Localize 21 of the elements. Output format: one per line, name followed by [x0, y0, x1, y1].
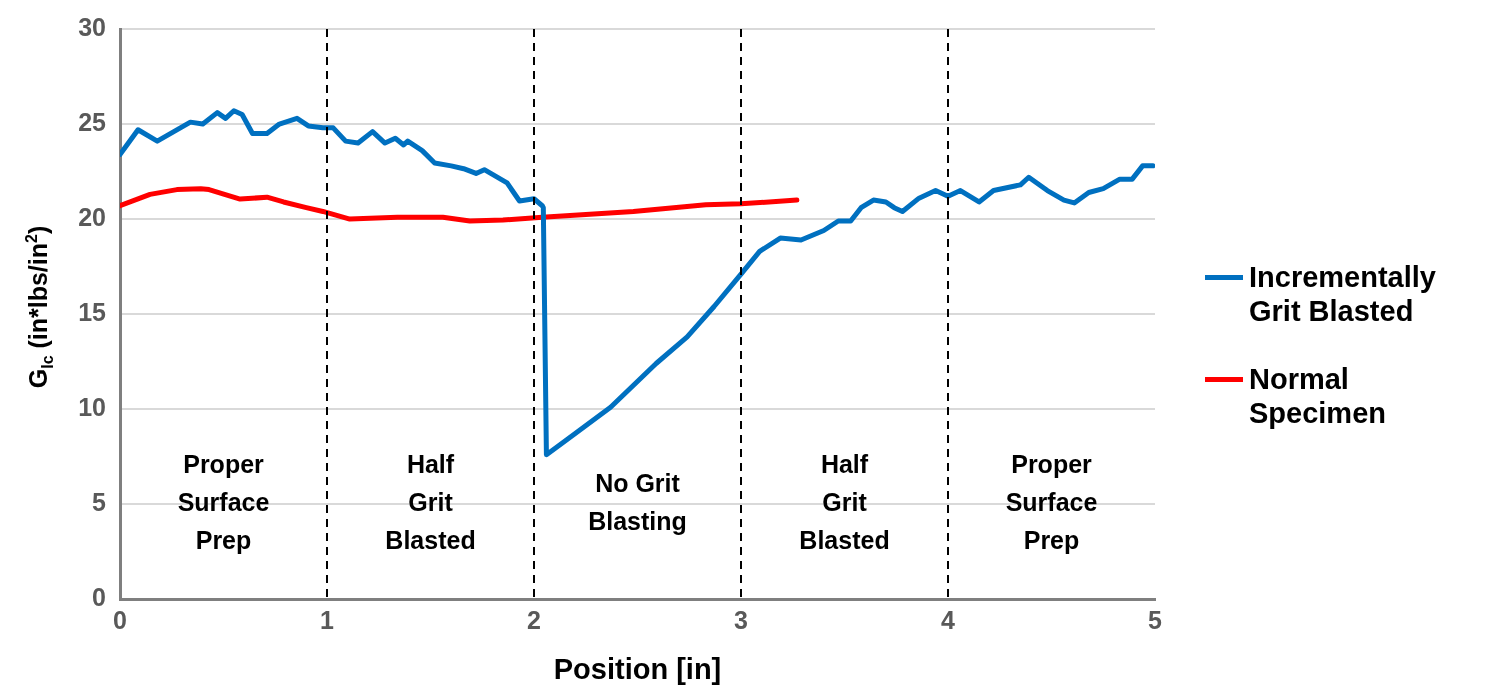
legend-label: Incrementally Grit Blasted [1249, 260, 1437, 328]
y-tick-label: 30 [78, 12, 106, 41]
y-tick-label: 25 [78, 107, 107, 136]
legend-label: Normal Specimen [1249, 362, 1387, 430]
annotation: Proper Surface Prep [177, 450, 270, 555]
x-axis-title: Position [in] [553, 652, 722, 685]
y-tick-label: 20 [78, 202, 106, 231]
annotation: Half Grit Blasted [385, 450, 476, 555]
y-tick-label: 10 [78, 393, 106, 422]
x-tick-label: 3 [734, 606, 748, 635]
annotation: No Grit Blasting [588, 469, 687, 536]
x-tick-label: 2 [527, 606, 541, 635]
x-tick-label: 5 [1148, 606, 1163, 635]
x-tick-label: 0 [113, 606, 127, 635]
y-tick-label: 15 [78, 297, 107, 326]
x-tick-label: 4 [941, 606, 956, 635]
x-tick-label: 1 [320, 606, 335, 635]
annotation: Half Grit Blasted [799, 450, 890, 555]
annotation: Proper Surface Prep [1005, 450, 1098, 555]
y-tick-label: 0 [92, 583, 106, 612]
y-tick-label: 5 [92, 488, 107, 517]
